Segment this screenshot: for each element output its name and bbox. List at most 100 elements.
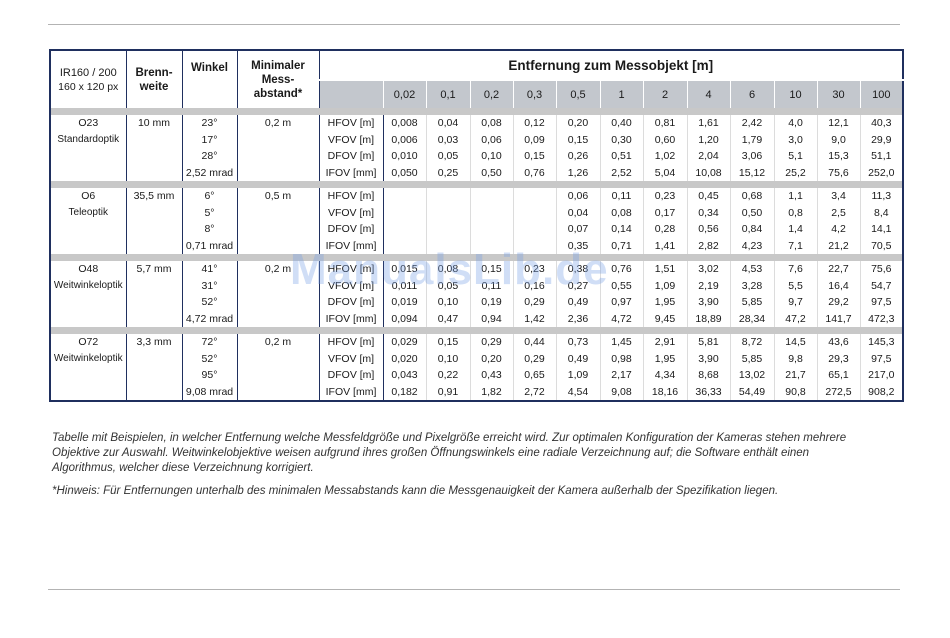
fov-value-column: 0,76 0,55 0,97 4,72 bbox=[599, 261, 644, 327]
fov-value: 75,6 bbox=[871, 263, 892, 275]
fov-value-column: 0,45 0,34 0,56 2,82 bbox=[686, 188, 731, 254]
fov-value: 141,7 bbox=[825, 312, 852, 325]
fov-value: 1,26 bbox=[567, 166, 589, 179]
fov-value: 0,11 bbox=[481, 279, 502, 292]
fov-value: 0,27 bbox=[567, 279, 589, 292]
fov-value-column: 7,6 5,5 9,7 47,2 bbox=[773, 261, 818, 327]
focal-length: 35,5 mm bbox=[125, 188, 183, 254]
lens-name-cell: O48 Weitwinkeloptik bbox=[49, 261, 127, 327]
fov-value: 0,28 bbox=[654, 223, 676, 235]
fov-value-column: 2,42 1,79 3,06 15,12 bbox=[729, 115, 775, 181]
fov-labels-value: VFOV [m] bbox=[327, 133, 375, 146]
fov-value: 2,52 bbox=[611, 166, 632, 179]
watermark: ManualsLib.de bbox=[290, 245, 609, 294]
min-distance: 0,2 m bbox=[236, 261, 320, 327]
fov-value-column: 0,04 0,03 0,05 0,25 bbox=[425, 115, 471, 181]
fov-value: 22,7 bbox=[828, 263, 849, 275]
header-model-cell: IR160 / 200 160 x 120 px bbox=[49, 50, 127, 108]
fov-value: 4,54 bbox=[567, 385, 589, 398]
header-brennweite-text: Brenn- weite bbox=[135, 66, 173, 93]
fov-value: 217,0 bbox=[868, 369, 895, 381]
group-separator-cell bbox=[49, 108, 904, 115]
fov-value: 0,019 bbox=[391, 296, 418, 308]
lens-group-row: O6 Teleoptik 35,5 mm 6° 5° 8° 0,71 mrad 0,5 m HF… bbox=[49, 188, 904, 254]
fov-value: 97,5 bbox=[871, 352, 892, 365]
lens-name-cell: O6 Teleoptik bbox=[49, 188, 127, 254]
fov-labels-value: DFOV [m] bbox=[327, 369, 375, 381]
fov-labels-value: DFOV [m] bbox=[327, 150, 375, 162]
fov-value: 9,45 bbox=[654, 312, 676, 325]
fov-value-column: 0,40 0,30 0,51 2,52 bbox=[599, 115, 644, 181]
view-angles-value: 0,71 mrad bbox=[185, 239, 234, 252]
view-angles-value: 52° bbox=[201, 352, 218, 365]
fov-value: 4,2 bbox=[831, 223, 846, 235]
view-angles-value: 6° bbox=[204, 190, 215, 202]
header-min-abstand-text: Minimaler Mess- abstand* bbox=[251, 59, 305, 100]
fov-value: 7,1 bbox=[788, 239, 803, 252]
view-angles-value: 5° bbox=[204, 206, 215, 219]
fov-value: 1,1 bbox=[788, 190, 803, 202]
fov-value: 2,82 bbox=[698, 239, 719, 252]
fov-labels-value: IFOV [mm] bbox=[325, 166, 377, 179]
fov-value: 1,20 bbox=[698, 133, 719, 146]
fov-value-column: 11,3 8,4 14,1 70,5 bbox=[859, 188, 904, 254]
fov-value: 0,60 bbox=[654, 133, 676, 146]
fov-value: 3,28 bbox=[741, 279, 763, 292]
fov-value bbox=[471, 221, 513, 238]
fov-value: 43,6 bbox=[828, 336, 849, 348]
fov-value: 0,05 bbox=[437, 279, 459, 292]
fov-value-column: 1,61 1,20 2,04 10,08 bbox=[686, 115, 731, 181]
fov-value: 14,1 bbox=[871, 223, 892, 235]
table-note: Tabelle mit Beispielen, in welcher Entfe… bbox=[52, 432, 847, 474]
footnote-hinweis: *Hinweis: Für Entfernungen unterhalb des… bbox=[52, 485, 779, 497]
fov-value: 0,91 bbox=[437, 385, 459, 398]
distance-header-cell: 0,02 bbox=[382, 80, 427, 108]
view-angles-value: 4,72 mrad bbox=[185, 312, 234, 325]
lens-name: O48 bbox=[78, 263, 99, 275]
fov-value-column: 43,6 29,3 65,1 272,5 bbox=[816, 334, 861, 401]
group-separator bbox=[49, 181, 904, 188]
fov-value: 29,3 bbox=[828, 352, 849, 365]
fov-value: 1,95 bbox=[654, 352, 676, 365]
min-distance-value: 0,2 m bbox=[264, 263, 292, 275]
fov-value-column: 145,3 97,5 217,0 908,2 bbox=[859, 334, 904, 401]
fov-value: 0,12 bbox=[524, 117, 545, 129]
fov-value: 5,5 bbox=[788, 279, 803, 292]
focal-length-value: 3,3 mm bbox=[136, 336, 172, 348]
distance-header-cell: 1 bbox=[599, 80, 644, 108]
fov-value-column: 2,91 1,95 4,34 18,16 bbox=[642, 334, 688, 401]
lens-optic-type: Standardoptik bbox=[57, 133, 120, 145]
fov-value-column: 4,0 3,0 5,1 25,2 bbox=[773, 115, 818, 181]
focal-length-value: 5,7 mm bbox=[136, 263, 172, 275]
fov-value: 16,4 bbox=[828, 279, 849, 292]
fov-labels: HFOV [m] VFOV [m] DFOV [m] IFOV [mm] bbox=[318, 115, 384, 181]
view-angles: 23° 17° 28° 2,52 mrad bbox=[181, 115, 238, 181]
fov-value: 0,50 bbox=[741, 206, 763, 219]
top-rule bbox=[48, 24, 900, 25]
fov-value bbox=[427, 205, 470, 222]
fov-value: 1,4 bbox=[788, 223, 803, 235]
fov-value: 0,008 bbox=[391, 117, 418, 129]
fov-value: 0,006 bbox=[391, 133, 418, 146]
distance-header-cell: 0,1 bbox=[425, 80, 471, 108]
fov-value: 145,3 bbox=[868, 336, 895, 348]
fov-labels-value: IFOV [mm] bbox=[325, 385, 377, 398]
fov-value bbox=[384, 221, 426, 238]
fov-value-column: 0,23 0,16 0,29 1,42 bbox=[512, 261, 557, 327]
fov-value: 0,05 bbox=[437, 150, 459, 162]
fov-value: 29,9 bbox=[871, 133, 892, 146]
fov-value: 5,81 bbox=[698, 336, 719, 348]
fov-value-column: 3,02 2,19 3,90 18,89 bbox=[686, 261, 731, 327]
fov-value: 18,89 bbox=[695, 312, 722, 325]
fov-value-column: 1,45 0,98 2,17 9,08 bbox=[599, 334, 644, 401]
fov-value: 0,15 bbox=[481, 263, 502, 275]
fov-value: 1,42 bbox=[524, 312, 545, 325]
view-angles-value: 31° bbox=[201, 279, 218, 292]
fov-labels: HFOV [m] VFOV [m] DFOV [m] IFOV [mm] bbox=[318, 188, 384, 254]
fov-value: 0,56 bbox=[698, 223, 719, 235]
fov-value: 0,09 bbox=[524, 133, 545, 146]
fov-value: 15,3 bbox=[828, 150, 849, 162]
fov-value: 0,06 bbox=[567, 190, 589, 202]
fov-value-column: 0,23 0,17 0,28 1,41 bbox=[642, 188, 688, 254]
fov-value: 70,5 bbox=[871, 239, 892, 252]
